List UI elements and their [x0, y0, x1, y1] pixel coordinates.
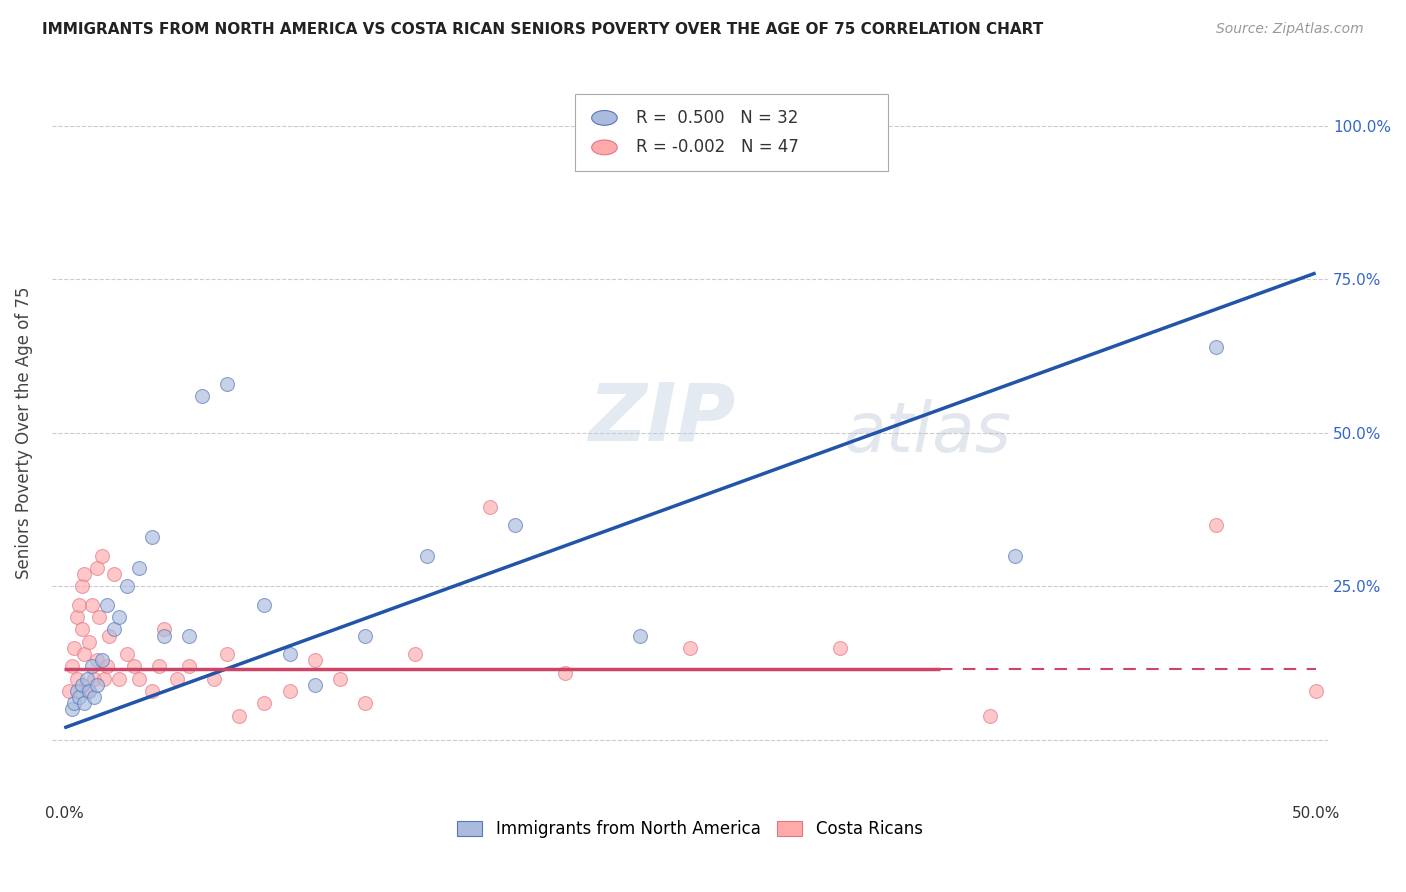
Point [416, 549, 439, 563]
Legend: Immigrants from North America, Costa Ricans: Immigrants from North America, Costa Ric… [451, 814, 929, 845]
Point [60, 659, 83, 673]
Point [404, 647, 426, 661]
Point [98, 629, 121, 643]
Point [353, 629, 375, 643]
Point [979, 708, 1001, 723]
Point [80, 598, 103, 612]
Point [191, 389, 214, 403]
Point [63, 640, 86, 655]
Point [304, 653, 326, 667]
Point [70, 623, 93, 637]
Point [141, 684, 163, 698]
Point [830, 640, 852, 655]
Point [58, 684, 80, 698]
Point [253, 598, 276, 612]
Point [76, 684, 98, 698]
Point [148, 659, 170, 673]
Point [304, 678, 326, 692]
Point [503, 518, 526, 533]
Circle shape [592, 111, 617, 125]
Point [103, 567, 125, 582]
Point [89, 610, 111, 624]
Text: R =  0.500   N = 32: R = 0.500 N = 32 [637, 109, 799, 127]
Point [70, 678, 93, 692]
Point [128, 561, 150, 575]
Point [67, 690, 90, 704]
Point [108, 610, 131, 624]
Point [60, 702, 83, 716]
Point [728, 119, 751, 133]
Text: atlas: atlas [844, 400, 1011, 467]
Text: IMMIGRANTS FROM NORTH AMERICA VS COSTA RICAN SENIORS POVERTY OVER THE AGE OF 75 : IMMIGRANTS FROM NORTH AMERICA VS COSTA R… [42, 22, 1043, 37]
Point [554, 665, 576, 680]
Point [278, 684, 301, 698]
Point [96, 659, 118, 673]
Point [124, 659, 146, 673]
Point [628, 629, 651, 643]
Point [215, 376, 238, 391]
Point [86, 561, 108, 575]
Point [166, 672, 188, 686]
Point [80, 659, 103, 673]
Point [329, 672, 352, 686]
Point [115, 579, 138, 593]
Point [76, 672, 98, 686]
Text: R = -0.002   N = 47: R = -0.002 N = 47 [637, 138, 799, 156]
Point [1305, 684, 1327, 698]
Point [215, 647, 238, 661]
Point [179, 629, 201, 643]
Point [103, 623, 125, 637]
Point [228, 708, 250, 723]
Point [96, 598, 118, 612]
Point [73, 696, 96, 710]
Point [141, 530, 163, 544]
Text: Source: ZipAtlas.com: Source: ZipAtlas.com [1216, 22, 1364, 37]
Point [79, 684, 101, 698]
Point [108, 672, 131, 686]
Point [478, 500, 501, 514]
Text: ZIP: ZIP [588, 379, 735, 457]
Point [83, 690, 105, 704]
Point [253, 696, 276, 710]
Point [153, 623, 176, 637]
Point [679, 640, 702, 655]
FancyBboxPatch shape [575, 94, 887, 171]
Point [66, 672, 89, 686]
Point [179, 659, 201, 673]
Circle shape [592, 140, 617, 155]
Point [70, 579, 93, 593]
Point [66, 610, 89, 624]
Point [1205, 340, 1227, 354]
Point [115, 647, 138, 661]
Point [128, 672, 150, 686]
Point [83, 672, 105, 686]
Point [86, 678, 108, 692]
Point [1205, 518, 1227, 533]
Y-axis label: Seniors Poverty Over the Age of 75: Seniors Poverty Over the Age of 75 [15, 286, 32, 579]
Point [204, 672, 226, 686]
Point [73, 567, 96, 582]
Point [90, 653, 112, 667]
Point [93, 672, 115, 686]
Point [1004, 549, 1026, 563]
Point [86, 653, 108, 667]
Point [153, 629, 176, 643]
Point [353, 696, 375, 710]
Point [67, 598, 90, 612]
Point [79, 634, 101, 648]
Point [278, 647, 301, 661]
Point [66, 684, 89, 698]
Point [63, 696, 86, 710]
Point [90, 549, 112, 563]
Point [73, 647, 96, 661]
